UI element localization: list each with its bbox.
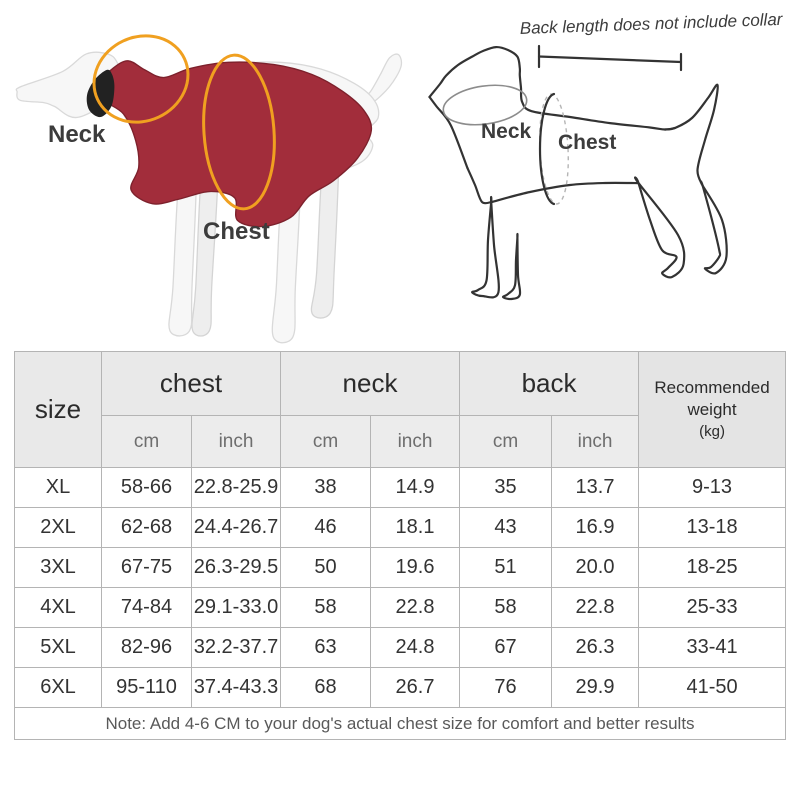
svg-text:Neck: Neck bbox=[48, 121, 106, 148]
svg-text:Back length does not include c: Back length does not include collar bbox=[519, 10, 784, 38]
svg-text:Neck: Neck bbox=[481, 120, 532, 143]
svg-text:Chest: Chest bbox=[558, 131, 616, 154]
svg-text:Chest: Chest bbox=[203, 218, 270, 245]
